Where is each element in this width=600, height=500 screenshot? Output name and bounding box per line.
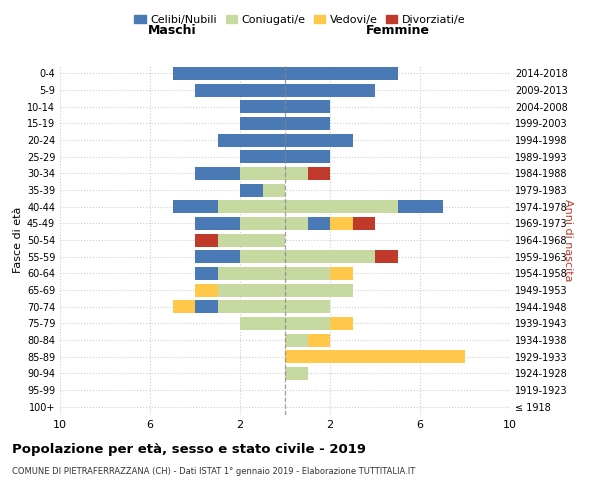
Bar: [173, 300, 195, 313]
Bar: [308, 167, 330, 180]
Bar: [240, 100, 285, 113]
Bar: [285, 100, 330, 113]
Bar: [308, 217, 330, 230]
Bar: [240, 250, 285, 263]
Bar: [195, 250, 240, 263]
Bar: [218, 134, 285, 146]
Bar: [240, 117, 285, 130]
Bar: [285, 150, 330, 163]
Bar: [353, 217, 375, 230]
Bar: [195, 84, 285, 96]
Bar: [173, 200, 218, 213]
Bar: [195, 300, 218, 313]
Bar: [240, 150, 285, 163]
Bar: [285, 334, 308, 346]
Bar: [285, 67, 398, 80]
Bar: [285, 267, 330, 280]
Bar: [285, 284, 353, 296]
Bar: [240, 317, 285, 330]
Bar: [285, 317, 330, 330]
Bar: [195, 267, 218, 280]
Legend: Celibi/Nubili, Coniugati/e, Vedovi/e, Divorziati/e: Celibi/Nubili, Coniugati/e, Vedovi/e, Di…: [130, 10, 470, 29]
Bar: [285, 350, 465, 363]
Bar: [330, 267, 353, 280]
Bar: [330, 217, 353, 230]
Bar: [240, 167, 285, 180]
Bar: [308, 334, 330, 346]
Bar: [285, 250, 375, 263]
Bar: [218, 284, 285, 296]
Bar: [195, 234, 218, 246]
Text: COMUNE DI PIETRAFERRAZZANA (CH) - Dati ISTAT 1° gennaio 2019 - Elaborazione TUTT: COMUNE DI PIETRAFERRAZZANA (CH) - Dati I…: [12, 468, 415, 476]
Bar: [195, 217, 240, 230]
Bar: [195, 167, 240, 180]
Y-axis label: Fasce di età: Fasce di età: [13, 207, 23, 273]
Bar: [285, 134, 353, 146]
Bar: [398, 200, 443, 213]
Bar: [330, 317, 353, 330]
Bar: [195, 284, 218, 296]
Bar: [285, 300, 330, 313]
Bar: [285, 117, 330, 130]
Bar: [285, 167, 308, 180]
Text: Popolazione per età, sesso e stato civile - 2019: Popolazione per età, sesso e stato civil…: [12, 442, 366, 456]
Bar: [218, 234, 285, 246]
Bar: [218, 300, 285, 313]
Y-axis label: Anni di nascita: Anni di nascita: [563, 198, 573, 281]
Bar: [285, 217, 308, 230]
Bar: [218, 267, 285, 280]
Bar: [173, 67, 285, 80]
Bar: [218, 200, 285, 213]
Bar: [285, 367, 308, 380]
Bar: [240, 184, 263, 196]
Bar: [240, 217, 285, 230]
Bar: [285, 200, 398, 213]
Bar: [285, 84, 375, 96]
Bar: [263, 184, 285, 196]
Bar: [375, 250, 398, 263]
Text: Femmine: Femmine: [365, 24, 430, 38]
Text: Maschi: Maschi: [148, 24, 197, 38]
